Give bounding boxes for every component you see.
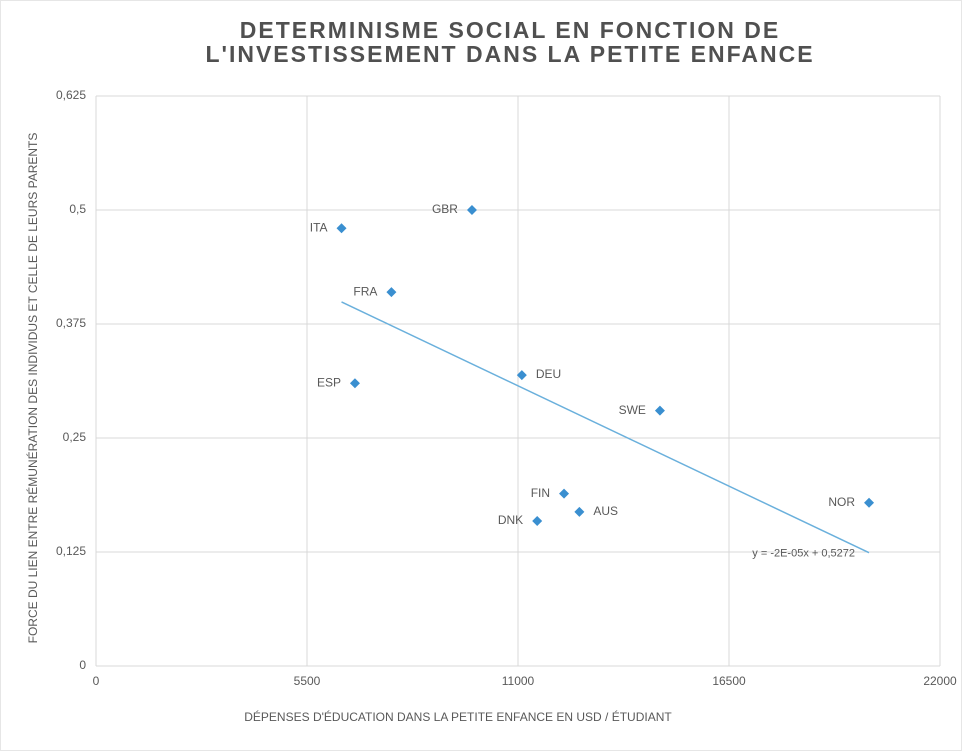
x-tick-label: 5500 — [294, 674, 321, 688]
data-point — [559, 488, 570, 499]
point-label: ESP — [317, 375, 341, 389]
data-point — [386, 287, 397, 298]
y-tick-label: 0 — [79, 658, 86, 672]
chart-title: L'INVESTISSEMENT DANS LA PETITE ENFANCE — [205, 41, 814, 67]
point-label: NOR — [828, 495, 855, 509]
chart-title: DETERMINISME SOCIAL EN FONCTION DE — [240, 17, 780, 43]
y-tick-label: 0,375 — [56, 316, 86, 330]
data-point — [466, 205, 477, 215]
x-tick-label: 22000 — [923, 674, 957, 688]
trendline — [341, 301, 870, 554]
y-tick-label: 0,5 — [69, 202, 86, 216]
point-label: AUS — [593, 504, 618, 518]
y-tick-label: 0,625 — [56, 88, 86, 102]
data-point — [336, 223, 347, 234]
y-tick-label: 0,125 — [56, 544, 86, 558]
data-point — [864, 497, 875, 508]
point-label: GBR — [432, 202, 458, 216]
y-axis-label: FORCE DU LIEN ENTRE RÉMUNÉRATION DES IND… — [25, 133, 40, 644]
data-point — [349, 378, 360, 389]
y-tick-label: 0,25 — [63, 430, 87, 444]
x-tick-label: 11000 — [502, 674, 535, 688]
data-point — [532, 515, 543, 526]
point-label: SWE — [619, 403, 646, 417]
point-label: ITA — [310, 220, 328, 234]
x-axis-label: DÉPENSES D'ÉDUCATION DANS LA PETITE ENFA… — [244, 709, 672, 724]
x-tick-label: 16500 — [712, 674, 746, 688]
data-point — [574, 506, 585, 517]
x-tick-label: 0 — [93, 674, 100, 688]
point-label: FRA — [353, 284, 377, 298]
point-label: DNK — [498, 513, 523, 527]
point-label: DEU — [536, 367, 561, 381]
point-label: FIN — [531, 486, 550, 500]
data-point — [516, 370, 527, 381]
data-point — [654, 405, 665, 416]
trendline-label: y = -2E-05x + 0,5272 — [752, 548, 855, 560]
